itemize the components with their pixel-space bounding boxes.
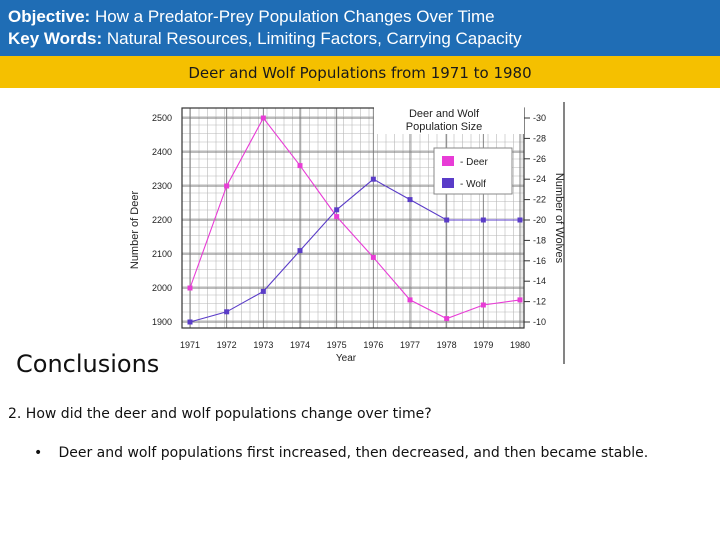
objective-line: Objective: How a Predator-Prey Populatio… (8, 6, 712, 28)
plot-background (178, 102, 528, 348)
x-tick-label: 1976 (363, 340, 383, 350)
chart-container: 1900 2000 2100 2200 2300 2400 2500 -10 -12 -14 -16… (128, 98, 568, 368)
data-point-deer (260, 115, 266, 121)
x-tick-label: 1975 (327, 340, 347, 350)
keywords-text: Natural Resources, Limiting Factors, Car… (106, 29, 522, 48)
legend-label-wolf: - Wolf (460, 179, 486, 190)
data-point-wolf (334, 207, 340, 213)
y2-axis-label: Number of Wolves (553, 173, 565, 264)
data-point-deer (297, 163, 303, 169)
chart-legend: Deer and Wolf Population Size - Deer - Wo… (374, 104, 524, 195)
chart-title-line1: Deer and Wolf (409, 108, 480, 120)
conclusions-heading: Conclusions (16, 350, 160, 378)
data-point-deer (224, 183, 230, 189)
data-point-wolf (187, 319, 193, 325)
x-tick-label: 1978 (437, 340, 457, 350)
chart-banner: Deer and Wolf Populations from 1971 to 1… (0, 56, 720, 88)
y-tick-label: 2000 (152, 283, 172, 293)
answer-item: • Deer and wolf populations first increa… (34, 445, 648, 461)
keywords-label: Key Words: (8, 29, 103, 48)
series-deer (187, 115, 523, 322)
objective-text: How a Predator-Prey Population Changes O… (94, 7, 495, 26)
data-point-deer (370, 254, 376, 260)
y2-tick-label: -26 (533, 154, 546, 164)
x-tick-label: 1974 (290, 340, 310, 350)
data-point-deer (480, 302, 486, 308)
y2-tick-label: -18 (533, 235, 546, 245)
data-point-wolf (260, 288, 266, 294)
data-point-wolf (297, 248, 303, 254)
series-layer (187, 115, 523, 325)
y2-tick-label: -20 (533, 215, 546, 225)
x-tick-label: 1971 (180, 340, 200, 350)
keywords-line: Key Words: Natural Resources, Limiting F… (8, 28, 712, 50)
data-point-deer (334, 214, 340, 220)
question-text: 2. How did the deer and wolf populations… (8, 406, 432, 422)
y-tick-label: 2100 (152, 249, 172, 259)
y2-tick-label: -16 (533, 256, 546, 266)
series-wolf (187, 176, 523, 325)
y2-tick-label: -22 (533, 195, 546, 205)
answer-text: Deer and wolf populations first increase… (58, 445, 649, 461)
x-tick-label: 1980 (510, 340, 530, 350)
data-point-deer (407, 297, 413, 303)
y2-tick-label: -12 (533, 297, 546, 307)
data-point-wolf (370, 176, 376, 182)
data-point-wolf (517, 217, 523, 223)
y2-tick-label: -30 (533, 113, 546, 123)
y-axis-label: Number of Deer (129, 191, 141, 270)
legend-swatch-deer (442, 156, 454, 166)
data-point-wolf (224, 309, 230, 315)
x-axis-label: Year (336, 353, 357, 364)
plot-frame (181, 107, 525, 329)
series-line-deer (189, 116, 521, 320)
chart-title-line2: Population Size (406, 121, 482, 133)
data-point-deer (517, 297, 523, 303)
x-tick-label: 1972 (217, 340, 237, 350)
legend-swatch-wolf (442, 178, 454, 188)
bullet-marker: • (34, 445, 43, 461)
data-point-deer (187, 285, 193, 291)
x-tick-label: 1979 (473, 340, 493, 350)
data-point-wolf (407, 197, 413, 203)
y2-tick-label: -28 (533, 133, 546, 143)
legend-label-deer: - Deer (460, 157, 488, 168)
y-tick-label: 1900 (152, 317, 172, 327)
title-box (374, 104, 524, 134)
y-tick-label: 2400 (152, 147, 172, 157)
y-tick-label: 2200 (152, 215, 172, 225)
y2-tick-label: -14 (533, 276, 546, 286)
y-tick-label: 2300 (152, 181, 172, 191)
objective-label: Objective: (8, 7, 91, 26)
y2-tick-label: -24 (533, 174, 546, 184)
header-bar: Objective: How a Predator-Prey Populatio… (0, 0, 720, 56)
data-point-wolf (444, 217, 450, 223)
y2-tick-label: -10 (533, 317, 546, 327)
chart-svg: 1900 2000 2100 2200 2300 2400 2500 -10 -12 -14 -16… (129, 102, 565, 364)
data-point-wolf (480, 217, 486, 223)
chart-axes: 1900 2000 2100 2200 2300 2400 2500 -10 -12 -14 -16… (152, 102, 565, 364)
y-tick-label: 2500 (152, 113, 172, 123)
x-tick-label: 1977 (400, 340, 420, 350)
series-line-wolf (189, 178, 520, 323)
x-tick-label: 1973 (253, 340, 273, 350)
data-point-deer (444, 316, 450, 322)
